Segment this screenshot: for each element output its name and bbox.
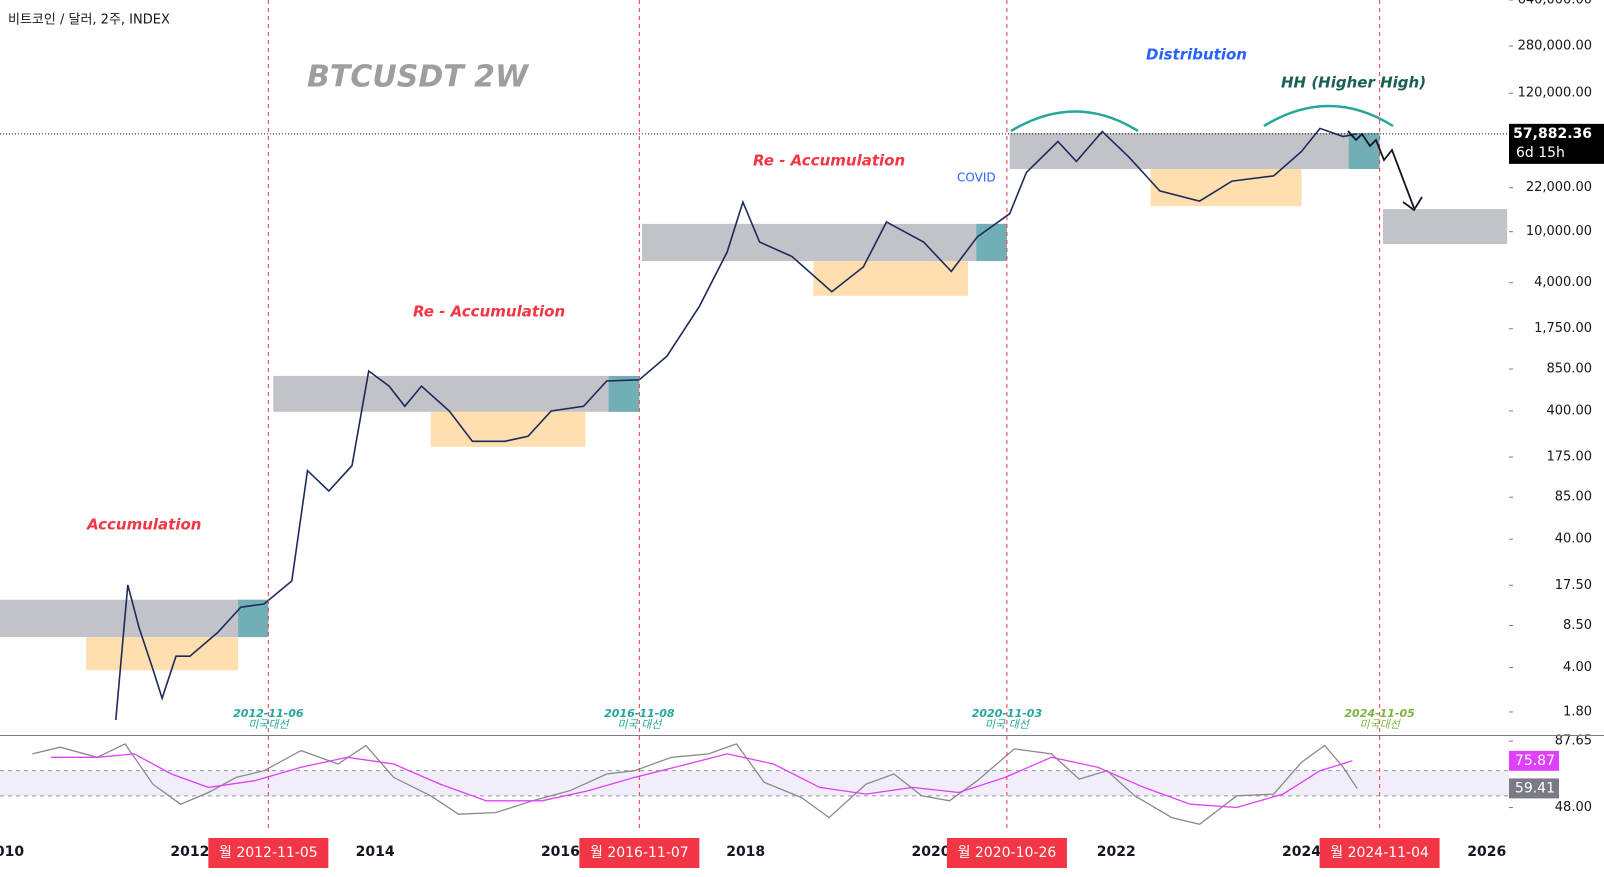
y-tick-label: 85.00 — [1555, 490, 1592, 505]
rsi-last-label: 75.87 — [1515, 753, 1555, 769]
event-date: 2012-11-06 — [233, 707, 304, 720]
rsi-band — [0, 770, 1509, 796]
event-note: 미국대선 — [1359, 718, 1401, 731]
event-date: 2024-11-05 — [1344, 707, 1415, 720]
event-label: 월 2012-11-05 — [219, 845, 318, 861]
header-title: 비트코인 / 달러, 2주, INDEX — [8, 13, 170, 28]
y-tick-label: 22,000.00 — [1526, 180, 1592, 195]
rsi-line — [32, 743, 1358, 826]
y-tick-label: 850.00 — [1547, 361, 1593, 376]
y-tick-label: 640,000.00 — [1518, 0, 1592, 8]
event-label: 월 2024-11-04 — [1330, 845, 1429, 861]
event-label-box — [208, 838, 329, 868]
y-tick-label: 280,000.00 — [1518, 39, 1592, 54]
y-tick-label: 10,000.00 — [1526, 224, 1592, 239]
zone — [0, 599, 269, 638]
annotation: Re - Accumulation — [753, 152, 905, 170]
annotation: HH (Higher High) — [1281, 74, 1426, 92]
event-note: 미국 대선 — [985, 718, 1031, 731]
zone — [1009, 133, 1380, 169]
countdown: 6d 15h — [1516, 145, 1565, 161]
y-tick-label: 4,000.00 — [1534, 275, 1592, 290]
y-tick-label: 175.00 — [1547, 450, 1593, 465]
y-tick-label: 87.65 — [1555, 734, 1592, 749]
x-tick-label: 2024 — [1282, 844, 1321, 860]
y-tick-label: 120,000.00 — [1518, 86, 1592, 101]
zone — [813, 261, 969, 296]
x-tick-label: 2010 — [0, 844, 24, 860]
arrow-head — [1402, 196, 1423, 212]
annotation: COVID — [957, 171, 996, 185]
y-tick-label: 40.00 — [1555, 532, 1592, 547]
zone — [1383, 209, 1508, 245]
y-tick-label: 48.00 — [1555, 800, 1592, 815]
zone — [273, 375, 640, 412]
event-date: 2016-11-08 — [604, 707, 675, 720]
x-tick-label: 2020 — [911, 844, 950, 860]
projection-arrow — [1347, 130, 1415, 209]
event-date: 2020-11-03 — [972, 707, 1043, 720]
arc — [1263, 104, 1394, 128]
rsi-line — [50, 753, 1353, 809]
last-price-label: 57,882.36 — [1513, 126, 1592, 142]
event-label-box — [1319, 838, 1440, 868]
rsi-last-box — [1509, 778, 1559, 799]
arc — [1010, 110, 1139, 133]
y-tick-label: 400.00 — [1547, 403, 1593, 418]
event-label: 월 2016-11-07 — [590, 845, 689, 861]
last-price-box — [1509, 123, 1604, 164]
y-tick-label: 4.00 — [1563, 660, 1592, 675]
event-note: 미국 대선 — [617, 718, 663, 731]
zone — [641, 223, 1007, 262]
y-tick-label: 1.80 — [1563, 704, 1592, 719]
rsi-last-box — [1509, 750, 1559, 771]
price-line — [115, 127, 1358, 720]
event-label-box — [579, 838, 700, 868]
x-tick-label: 2016 — [541, 844, 580, 860]
x-tick-label: 2026 — [1467, 844, 1506, 860]
y-tick-label: 8.50 — [1563, 618, 1592, 633]
x-tick-label: 2014 — [356, 844, 395, 860]
zones — [0, 133, 1508, 671]
event-note: 미국대선 — [248, 718, 290, 731]
chart-title: BTCUSDT 2W — [307, 60, 530, 95]
x-tick-label: 2022 — [1097, 844, 1136, 860]
annotation: Accumulation — [86, 516, 201, 534]
zone — [1348, 133, 1380, 169]
annotation: Distribution — [1146, 46, 1247, 64]
y-tick-label: 1,750.00 — [1534, 321, 1592, 336]
rsi-last-label: 59.41 — [1515, 780, 1555, 796]
annotation: Re - Accumulation — [413, 303, 565, 321]
event-label-box — [946, 838, 1067, 868]
zone — [86, 637, 239, 671]
zone — [1150, 168, 1302, 207]
zone — [976, 223, 1007, 262]
zone — [608, 375, 640, 412]
x-tick-label: 2012 — [170, 844, 209, 860]
x-tick-label: 2018 — [726, 844, 765, 860]
event-label: 월 2020-10-26 — [958, 845, 1057, 861]
y-tick-label: 17.50 — [1555, 578, 1592, 593]
